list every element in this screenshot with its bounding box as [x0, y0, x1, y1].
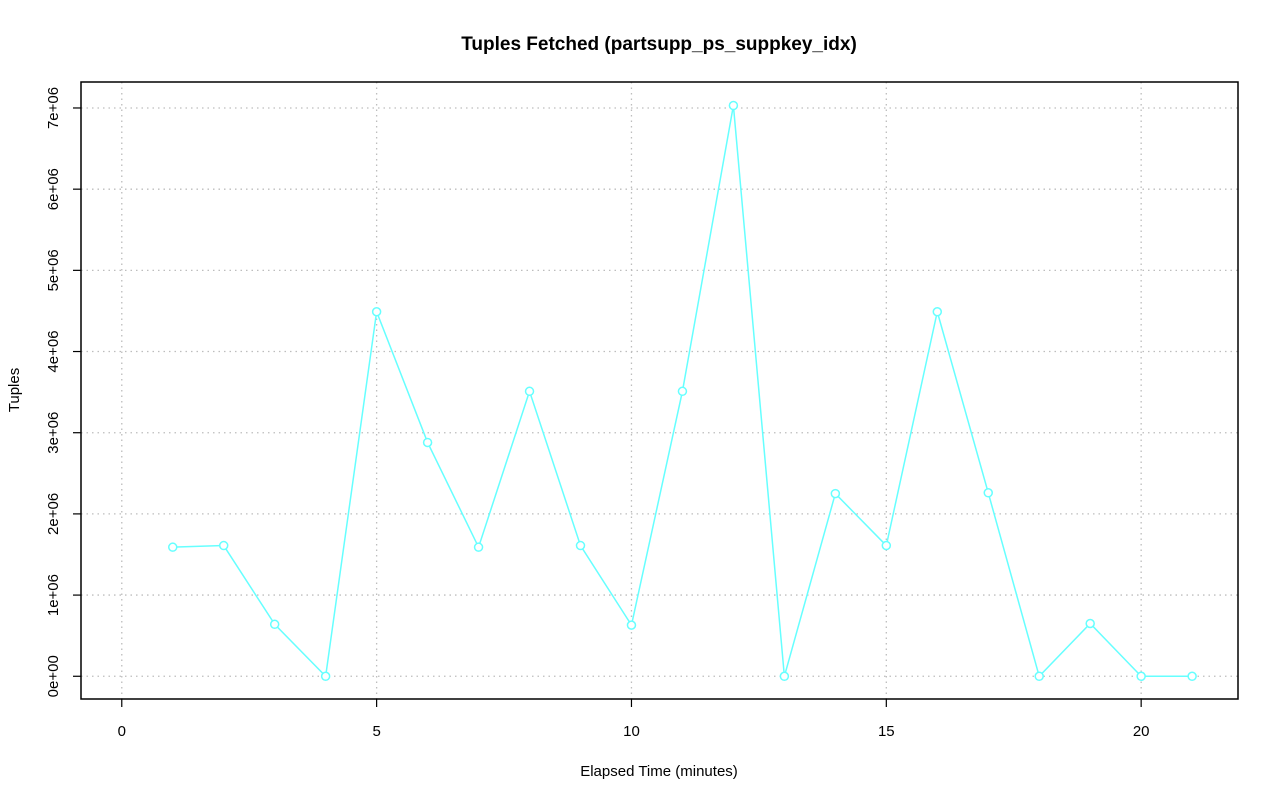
data-point [422, 437, 433, 448]
y-axis: 0e+00 1e+06 2e+06 3e+06 4e+06 5e+06 6e+06 7e+06 [45, 87, 81, 697]
data-point [320, 671, 331, 682]
data-point [932, 307, 943, 317]
chart-title: Tuples Fetched (partsupp_ps_suppkey_idx) [461, 34, 857, 55]
data-point [167, 542, 178, 552]
data-point [728, 100, 739, 111]
data-point [269, 619, 280, 630]
data-point [1085, 618, 1095, 629]
x-axis-label: Elapsed Time (minutes) [580, 763, 738, 780]
y-tick-label: 0e+00 [45, 655, 62, 697]
y-tick-label: 6e+06 [45, 168, 62, 210]
data-point [677, 386, 688, 397]
data-point [626, 620, 637, 630]
y-axis-label: Tuples [6, 368, 23, 412]
y-tick-label: 7e+06 [45, 87, 62, 129]
data-point [575, 540, 586, 551]
data-point [473, 542, 484, 552]
y-tick-label: 2e+06 [45, 493, 62, 535]
data-point [1136, 671, 1146, 682]
series-layer [167, 100, 1197, 682]
y-tick-label: 1e+06 [45, 574, 62, 616]
data-point [779, 671, 790, 682]
y-tick-label: 3e+06 [45, 412, 62, 454]
y-tick-label: 4e+06 [45, 330, 62, 372]
grid [81, 82, 1238, 699]
x-tick-label: 0 [118, 723, 126, 740]
x-tick-label: 20 [1133, 723, 1150, 740]
data-point [830, 488, 841, 499]
x-axis: 0 5 10 15 20 [118, 699, 1150, 740]
data-point [371, 307, 382, 317]
x-tick-label: 5 [372, 723, 380, 740]
data-point [218, 540, 229, 551]
x-tick-label: 15 [878, 723, 895, 740]
data-point [881, 540, 892, 551]
data-point [983, 488, 994, 498]
data-point [1187, 671, 1197, 682]
data-point [1034, 671, 1044, 682]
x-tick-label: 10 [623, 723, 640, 740]
y-tick-label: 5e+06 [45, 249, 62, 291]
data-point [524, 386, 535, 397]
plot-frame [80, 81, 1239, 700]
